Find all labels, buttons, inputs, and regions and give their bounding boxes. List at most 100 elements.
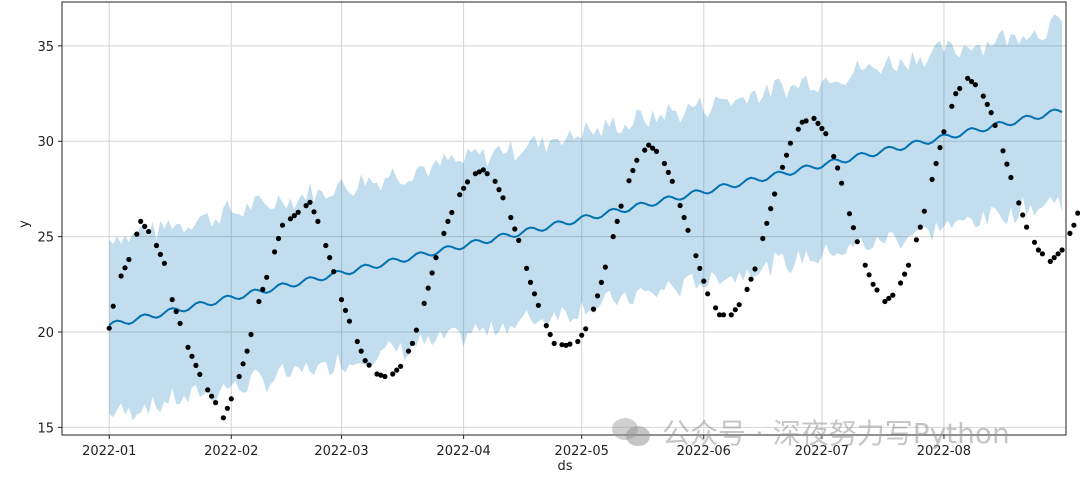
observed-point bbox=[992, 122, 998, 128]
observed-point bbox=[146, 228, 152, 235]
observed-point bbox=[752, 266, 758, 272]
y-tick-label: 30 bbox=[37, 135, 54, 150]
observed-point bbox=[193, 362, 199, 368]
observed-point bbox=[1000, 148, 1006, 154]
y-tick-label: 35 bbox=[37, 40, 54, 55]
axis-layer: 2022-01 2022-02 2022-03 2022-04 2022-05 2022-… bbox=[37, 1, 1067, 459]
observed-point bbox=[378, 372, 384, 378]
observed-point bbox=[405, 348, 412, 354]
observed-point bbox=[390, 371, 396, 377]
observed-point bbox=[968, 78, 975, 85]
observed-point bbox=[980, 93, 986, 99]
observed-point bbox=[1071, 222, 1077, 228]
observed-point bbox=[890, 292, 896, 298]
observed-point bbox=[1020, 212, 1026, 218]
observed-point bbox=[823, 131, 829, 137]
observed-point bbox=[535, 302, 542, 308]
observed-point bbox=[1075, 210, 1080, 216]
observed-point bbox=[720, 312, 727, 318]
observed-point bbox=[905, 262, 912, 268]
observed-point bbox=[701, 278, 707, 284]
observed-point bbox=[142, 223, 148, 229]
observed-point bbox=[346, 318, 352, 324]
observed-point bbox=[559, 342, 565, 348]
observed-point bbox=[362, 358, 368, 364]
observed-point bbox=[697, 265, 703, 271]
observed-point bbox=[220, 415, 226, 421]
observed-point bbox=[728, 312, 734, 318]
observed-point bbox=[461, 185, 467, 191]
observed-point bbox=[287, 216, 293, 222]
observed-point bbox=[669, 178, 675, 184]
forecast-line-layer bbox=[108, 108, 1063, 327]
observed-point bbox=[787, 140, 794, 146]
observed-point bbox=[850, 225, 857, 231]
observed-point bbox=[189, 353, 195, 359]
observed-point bbox=[1039, 251, 1045, 257]
observed-point bbox=[409, 340, 415, 346]
observed-point bbox=[256, 298, 262, 305]
watermark: 公众号 · 深夜努力写Python bbox=[612, 412, 1010, 452]
observed-point bbox=[716, 312, 723, 318]
observed-point bbox=[563, 342, 569, 348]
x-tick-label: 2022-02 bbox=[204, 444, 258, 459]
observed-point bbox=[338, 297, 345, 303]
observed-point bbox=[177, 320, 183, 326]
observed-point bbox=[764, 220, 770, 226]
x-tick-label: 2022-01 bbox=[82, 444, 136, 459]
observed-point bbox=[803, 118, 809, 124]
observed-point bbox=[354, 338, 360, 345]
uncertainty-band-layer bbox=[109, 14, 1063, 421]
observed-point bbox=[579, 332, 585, 338]
observed-point bbox=[248, 331, 254, 338]
observed-point bbox=[921, 208, 927, 214]
observed-point bbox=[972, 82, 979, 88]
observed-point bbox=[732, 307, 738, 313]
observed-point bbox=[472, 171, 478, 177]
observed-point bbox=[653, 148, 660, 154]
observed-point bbox=[496, 187, 502, 193]
observed-point bbox=[795, 126, 801, 132]
observed-point bbox=[169, 297, 175, 303]
observed-point bbox=[524, 265, 530, 271]
observed-point bbox=[1024, 224, 1030, 230]
observed-point bbox=[118, 273, 124, 279]
observed-point bbox=[291, 213, 297, 219]
observed-point bbox=[138, 218, 144, 224]
x-tick-label: 2022-03 bbox=[314, 444, 368, 459]
observed-point bbox=[264, 274, 270, 280]
plot-frame bbox=[61, 1, 1067, 436]
observed-point bbox=[819, 125, 825, 132]
observed-point bbox=[323, 242, 329, 249]
y-axis-label: y bbox=[17, 220, 32, 228]
observed-point bbox=[1055, 251, 1061, 257]
y-tick-label: 15 bbox=[37, 421, 54, 436]
observed-point bbox=[457, 192, 463, 198]
observed-point bbox=[134, 231, 140, 237]
observed-point bbox=[811, 115, 817, 121]
observed-points-layer bbox=[106, 75, 1080, 421]
observed-point bbox=[260, 286, 266, 292]
uncertainty-band bbox=[109, 14, 1063, 421]
observed-point bbox=[492, 178, 498, 184]
observed-point bbox=[173, 308, 179, 315]
observed-point bbox=[815, 120, 821, 126]
observed-point bbox=[862, 262, 868, 268]
observed-point bbox=[272, 249, 278, 255]
observed-point bbox=[327, 255, 333, 261]
observed-point bbox=[425, 285, 431, 291]
observed-point bbox=[965, 75, 971, 81]
observed-point bbox=[106, 325, 112, 331]
observed-point bbox=[1067, 230, 1073, 236]
observed-point bbox=[618, 203, 624, 209]
observed-point bbox=[110, 303, 116, 309]
x-tick-label: 2022-07 bbox=[795, 444, 849, 459]
observed-point bbox=[626, 178, 632, 184]
observed-point bbox=[1008, 174, 1014, 181]
observed-point bbox=[295, 209, 301, 215]
observed-point bbox=[157, 251, 163, 257]
observed-point bbox=[275, 235, 282, 242]
observed-point bbox=[634, 157, 640, 163]
forecast-line bbox=[108, 108, 1063, 327]
